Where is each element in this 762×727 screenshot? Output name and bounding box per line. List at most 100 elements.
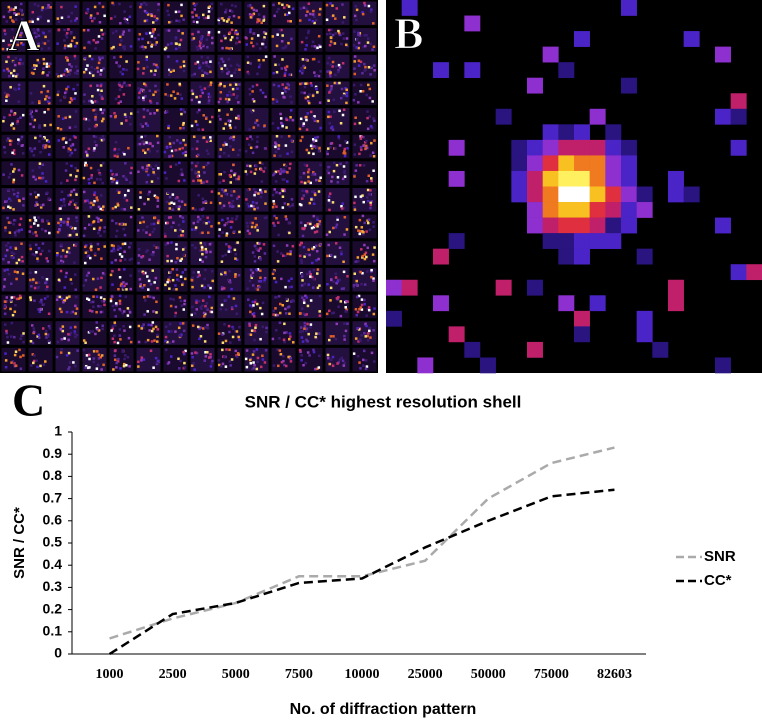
noise-dot bbox=[59, 207, 62, 210]
noise-dot bbox=[224, 192, 227, 195]
tile bbox=[1, 161, 26, 185]
noise-dot bbox=[223, 34, 226, 38]
noise-dot bbox=[299, 312, 302, 315]
noise-dot bbox=[44, 180, 48, 183]
noise-dot bbox=[119, 246, 122, 250]
noise-dot bbox=[87, 254, 91, 258]
noise-dot bbox=[204, 305, 207, 308]
noise-dot bbox=[235, 330, 239, 333]
noise-dot bbox=[179, 228, 182, 232]
noise-dot bbox=[221, 254, 224, 258]
noise-dot bbox=[73, 97, 76, 100]
noise-dot bbox=[283, 74, 287, 77]
noise-dot bbox=[118, 35, 122, 39]
noise-dot bbox=[218, 17, 221, 20]
noise-dot bbox=[180, 3, 183, 7]
noise-dot bbox=[219, 118, 222, 121]
noise-dot bbox=[301, 197, 304, 200]
noise-dot bbox=[248, 324, 251, 327]
noise-dot bbox=[313, 15, 316, 19]
noise-dot bbox=[227, 245, 231, 248]
noise-dot bbox=[230, 36, 234, 39]
noise-dot bbox=[61, 249, 65, 252]
noise-dot bbox=[57, 139, 61, 142]
noise-dot bbox=[145, 3, 148, 6]
noise-dot bbox=[74, 364, 77, 368]
noise-dot bbox=[325, 233, 329, 236]
noise-dot bbox=[221, 70, 224, 73]
noise-dot bbox=[150, 45, 153, 48]
noise-dot bbox=[164, 243, 168, 246]
noise-dot bbox=[67, 44, 70, 48]
noise-dot bbox=[314, 335, 317, 339]
noise-dot bbox=[298, 349, 302, 352]
noise-dot bbox=[55, 355, 59, 359]
noise-dot bbox=[164, 325, 168, 329]
noise-dot bbox=[172, 141, 176, 145]
noise-dot bbox=[338, 109, 341, 113]
noise-dot bbox=[73, 332, 77, 335]
noise-dot bbox=[226, 113, 229, 116]
tile bbox=[352, 241, 377, 265]
noise-dot bbox=[361, 11, 364, 14]
noise-dot bbox=[18, 294, 22, 298]
noise-dot bbox=[93, 108, 97, 112]
pixel bbox=[605, 155, 622, 172]
noise-dot bbox=[129, 274, 132, 277]
noise-dot bbox=[326, 254, 329, 258]
noise-dot bbox=[1, 287, 5, 291]
noise-dot bbox=[309, 110, 313, 114]
noise-dot bbox=[249, 333, 253, 336]
noise-dot bbox=[47, 108, 50, 111]
noise-dot bbox=[11, 313, 15, 317]
noise-dot bbox=[249, 164, 252, 168]
noise-dot bbox=[82, 348, 86, 352]
noise-dot bbox=[151, 32, 155, 35]
noise-dot bbox=[231, 148, 235, 151]
pixel bbox=[605, 139, 622, 156]
noise-dot bbox=[31, 66, 35, 70]
noise-dot bbox=[59, 269, 63, 273]
noise-dot bbox=[151, 321, 155, 324]
noise-dot bbox=[45, 139, 49, 142]
noise-dot bbox=[365, 196, 369, 199]
pixel bbox=[542, 124, 559, 141]
noise-dot bbox=[15, 261, 19, 265]
noise-dot bbox=[307, 168, 311, 171]
noise-dot bbox=[9, 16, 12, 19]
noise-dot bbox=[178, 20, 181, 23]
pixel bbox=[527, 202, 543, 218]
noise-dot bbox=[57, 90, 60, 93]
noise-dot bbox=[33, 66, 36, 69]
noise-dot bbox=[301, 135, 304, 139]
noise-dot bbox=[180, 304, 184, 307]
noise-dot bbox=[41, 163, 45, 167]
noise-dot bbox=[163, 47, 167, 51]
noise-dot bbox=[299, 82, 302, 86]
noise-dot bbox=[289, 356, 293, 360]
noise-dot bbox=[136, 110, 140, 114]
noise-dot bbox=[306, 304, 310, 308]
noise-dot bbox=[179, 173, 183, 177]
noise-dot bbox=[63, 46, 67, 50]
noise-dot bbox=[312, 202, 316, 206]
noise-dot bbox=[250, 204, 253, 208]
noise-dot bbox=[151, 21, 155, 24]
noise-dot bbox=[163, 232, 167, 236]
noise-dot bbox=[199, 85, 202, 89]
noise-dot bbox=[129, 45, 133, 48]
tile bbox=[271, 241, 296, 265]
noise-dot bbox=[319, 45, 322, 49]
noise-dot bbox=[171, 340, 175, 343]
noise-dot bbox=[66, 59, 69, 62]
noise-dot bbox=[222, 143, 225, 147]
noise-dot bbox=[8, 113, 12, 117]
noise-dot bbox=[343, 175, 347, 178]
noise-dot bbox=[317, 34, 321, 38]
noise-dot bbox=[358, 31, 362, 35]
noise-dot bbox=[228, 173, 232, 177]
noise-dot bbox=[207, 31, 211, 34]
series-line bbox=[109, 446, 615, 640]
noise-dot bbox=[156, 246, 160, 250]
